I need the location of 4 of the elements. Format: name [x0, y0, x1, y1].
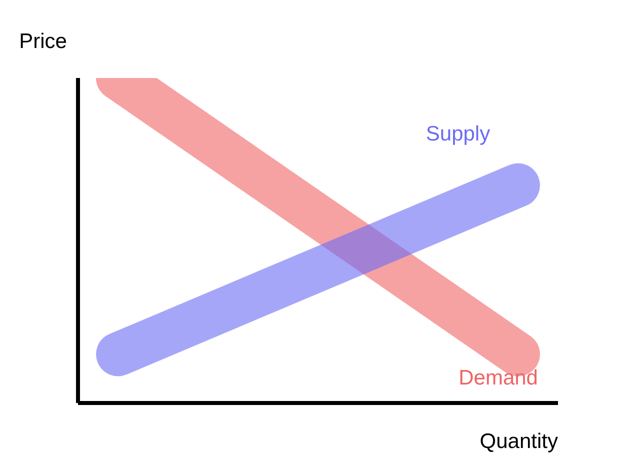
series-label: Demand — [458, 366, 538, 390]
text: Supply — [426, 122, 491, 146]
x-axis-title: Quantity — [480, 430, 558, 453]
y-axis-title: Price — [19, 30, 67, 53]
